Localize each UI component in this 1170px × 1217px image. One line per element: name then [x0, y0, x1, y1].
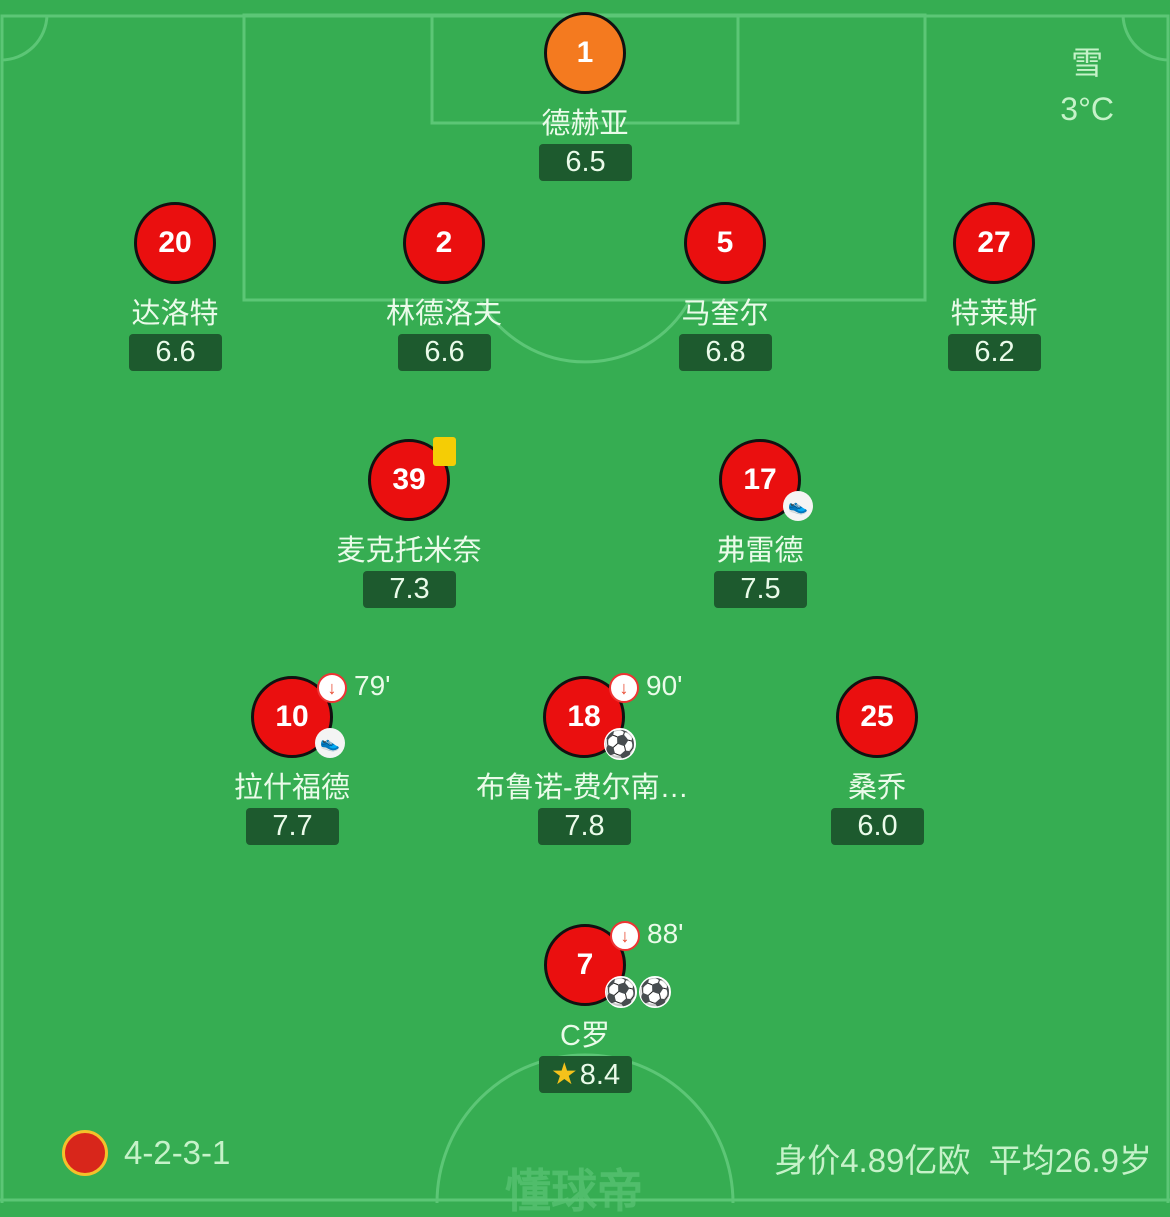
weather-condition: 雪	[1071, 45, 1104, 81]
team-value: 身价4.89亿欧	[774, 1142, 971, 1179]
sub-off-time: 79'	[354, 670, 391, 701]
player-rating: 7.3	[363, 571, 456, 608]
team-value-info: 身价4.89亿欧 平均26.9岁	[774, 1134, 1152, 1182]
team-crest-icon	[62, 1130, 108, 1176]
yellow-card-icon	[433, 437, 456, 466]
rating-value: 7.3	[389, 573, 430, 605]
rating-value: 6.8	[705, 336, 746, 368]
player-rating: 6.2	[948, 334, 1041, 371]
rating-value: 7.8	[564, 810, 605, 842]
assist-boot-icon: 👟	[783, 491, 813, 521]
player-name: 马奎尔	[681, 298, 769, 330]
rating-value: 8.4	[579, 1059, 621, 1091]
formation-label: 4-2-3-1	[124, 1134, 231, 1171]
ball-outline-icon: ⚽	[638, 976, 672, 1008]
player-rating: 7.7	[246, 808, 339, 845]
goal-ball-icon: ⚽	[603, 728, 637, 760]
star-icon: ★	[550, 1058, 578, 1091]
jersey-number: 20	[134, 202, 216, 284]
player-name: 麦克托米奈	[336, 535, 482, 567]
jersey-number: 25	[836, 676, 918, 758]
rating-value: 6.6	[424, 336, 465, 368]
rating-value: 6.0	[857, 810, 898, 842]
team-avg-age: 平均26.9岁	[988, 1142, 1152, 1179]
weather: 雪 3°C	[1060, 40, 1114, 132]
sub-off-time: 88'	[647, 918, 684, 949]
sub-off-time: 90'	[646, 670, 683, 701]
player-name: 桑乔	[847, 772, 906, 804]
assist-boot-icon: 👟	[315, 728, 345, 758]
player-name: 达洛特	[131, 298, 219, 330]
player-name: 弗雷德	[716, 535, 804, 567]
player-name: 拉什福德	[233, 772, 350, 804]
jersey-number: 5	[684, 202, 766, 284]
player-rating: 6.8	[679, 334, 772, 371]
rating-value: 6.5	[565, 146, 606, 178]
jersey-number: 1	[544, 12, 626, 94]
player-rating: 6.6	[129, 334, 222, 371]
player-name: 特莱斯	[950, 298, 1038, 330]
sub-off-icon: ↓	[609, 673, 639, 703]
player-rating: 6.0	[831, 808, 924, 845]
player-name: 布鲁诺-费尔南德斯	[476, 772, 704, 804]
jersey-number: 27	[953, 202, 1035, 284]
sub-off-icon: ↓	[610, 921, 640, 951]
sub-off-icon: ↓	[317, 673, 347, 703]
rating-value: 7.7	[272, 810, 313, 842]
player-rating: 7.5	[714, 571, 807, 608]
player-rating: ★8.4	[539, 1056, 632, 1093]
rating-value: 6.2	[974, 336, 1015, 368]
goal-ball-icon: ⚽	[604, 976, 638, 1008]
jersey-number: 2	[403, 202, 485, 284]
watermark: 懂球帝	[505, 1165, 643, 1217]
player-name: 林德洛夫	[385, 298, 502, 330]
weather-temperature: 3°C	[1060, 91, 1114, 127]
player-rating: 7.8	[538, 808, 631, 845]
player-name: 德赫亚	[541, 108, 629, 140]
player-rating: 6.6	[398, 334, 491, 371]
jersey-number: 39	[368, 439, 450, 521]
player-name: C罗	[560, 1020, 610, 1052]
formation-info: 4-2-3-1	[62, 1130, 230, 1176]
rating-value: 6.6	[155, 336, 196, 368]
rating-value: 7.5	[740, 573, 781, 605]
player-rating: 6.5	[539, 144, 632, 181]
